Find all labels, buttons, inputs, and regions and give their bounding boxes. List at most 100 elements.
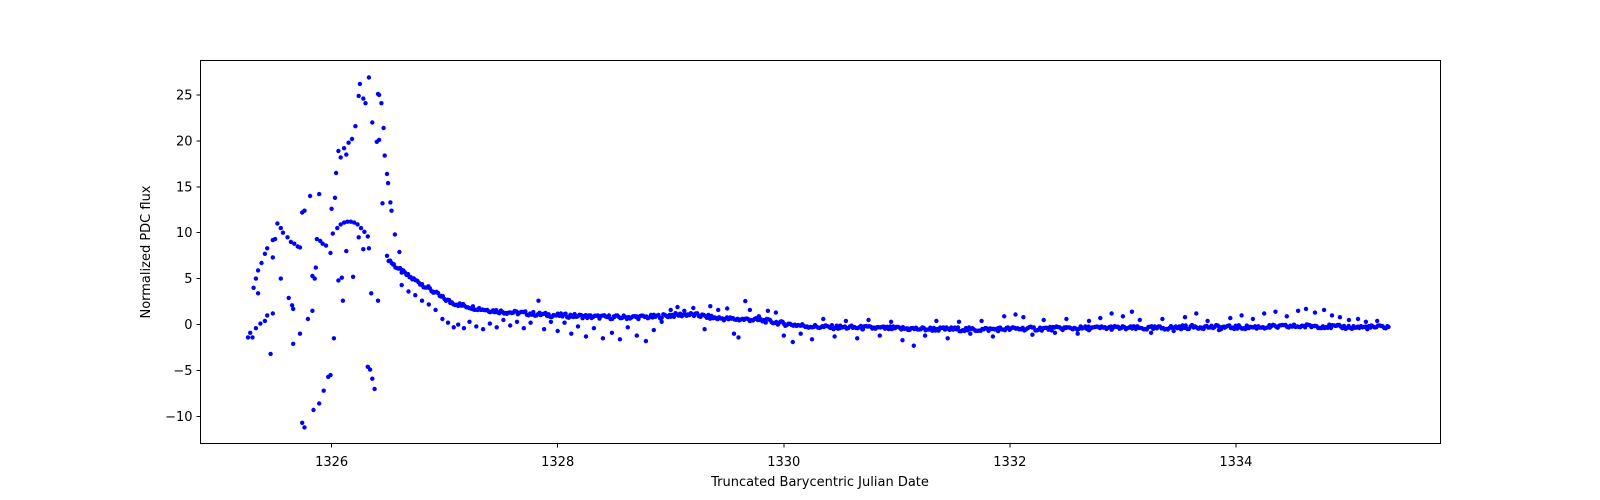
- data-point: [1129, 309, 1135, 314]
- data-point: [790, 339, 795, 345]
- data-point: [1030, 332, 1035, 337]
- data-point: [1182, 315, 1188, 320]
- data-point: [320, 241, 325, 246]
- data-point: [388, 200, 393, 205]
- y-tick-label: −10: [165, 410, 192, 425]
- data-point: [302, 208, 307, 213]
- data-point: [1021, 315, 1026, 320]
- data-point: [426, 302, 431, 307]
- scatter-points: [245, 75, 1391, 430]
- data-point: [251, 285, 256, 290]
- data-point: [314, 236, 320, 242]
- data-point: [332, 195, 338, 200]
- data-point: [262, 251, 268, 256]
- data-point: [328, 250, 333, 256]
- x-axis-ticks: 1326 1328 1330 1332 1334: [315, 443, 1252, 470]
- data-point: [1262, 311, 1267, 316]
- data-point: [357, 81, 363, 87]
- data-point: [275, 221, 280, 226]
- x-axis-label: Truncated Barycentric Julian Date: [710, 475, 929, 490]
- data-point: [380, 201, 385, 206]
- data-point: [392, 232, 398, 237]
- data-point: [1346, 317, 1352, 323]
- data-point: [311, 407, 316, 413]
- data-point: [375, 298, 381, 303]
- data-point: [370, 376, 375, 381]
- data-point: [1337, 315, 1343, 320]
- data-point: [656, 312, 661, 318]
- data-point: [716, 307, 721, 313]
- data-point: [385, 180, 391, 186]
- data-point: [355, 222, 360, 227]
- data-point: [280, 230, 286, 235]
- data-point: [389, 208, 394, 213]
- data-point: [514, 319, 520, 324]
- data-point: [362, 229, 367, 234]
- y-tick-label: 20: [176, 134, 193, 149]
- data-point: [858, 323, 864, 329]
- data-point: [866, 317, 871, 323]
- data-point: [1002, 314, 1007, 319]
- data-point: [366, 246, 372, 251]
- data-point: [979, 318, 984, 324]
- data-point: [302, 425, 307, 430]
- data-point: [317, 401, 322, 406]
- data-point: [609, 330, 615, 335]
- data-point: [270, 311, 275, 316]
- data-point: [956, 319, 962, 324]
- data-point: [397, 249, 402, 255]
- data-point: [286, 295, 291, 301]
- data-point: [307, 193, 313, 199]
- data-point: [369, 291, 374, 296]
- data-point: [1239, 313, 1244, 318]
- data-point: [1250, 316, 1256, 322]
- data-point: [344, 248, 349, 254]
- data-point: [384, 253, 390, 258]
- data-point: [253, 276, 259, 281]
- y-tick-label: −5: [173, 364, 192, 379]
- data-point: [548, 319, 554, 324]
- data-point: [348, 219, 353, 224]
- data-point: [575, 324, 581, 329]
- data-point: [523, 309, 528, 314]
- data-point: [1137, 317, 1143, 323]
- data-point: [675, 304, 680, 310]
- data-point: [1205, 318, 1210, 324]
- data-point: [606, 313, 612, 318]
- data-point: [245, 335, 251, 340]
- data-point: [268, 351, 273, 357]
- data-point: [569, 331, 574, 336]
- data-point: [381, 125, 386, 131]
- data-point: [338, 222, 343, 227]
- data-point: [451, 325, 456, 330]
- data-point: [832, 334, 837, 339]
- data-point: [292, 241, 297, 246]
- data-point: [344, 152, 349, 157]
- data-point: [272, 236, 278, 242]
- data-point: [1329, 313, 1335, 318]
- data-point: [300, 420, 305, 425]
- data-point: [855, 336, 860, 341]
- data-point: [1109, 311, 1114, 316]
- data-point: [536, 298, 541, 303]
- data-point: [399, 282, 404, 288]
- data-point: [379, 101, 384, 106]
- data-point: [262, 318, 268, 324]
- data-point: [1086, 318, 1092, 324]
- data-point: [278, 276, 283, 281]
- data-point: [341, 220, 347, 225]
- data-point: [521, 326, 526, 331]
- data-point: [313, 265, 318, 270]
- x-tick-label: 1328: [541, 455, 574, 470]
- data-point: [888, 319, 894, 324]
- data-point: [725, 306, 730, 311]
- data-point: [358, 225, 364, 231]
- data-point: [1375, 318, 1380, 324]
- data-point: [617, 337, 623, 342]
- data-point: [541, 327, 547, 332]
- data-point: [366, 75, 372, 80]
- data-point: [809, 337, 815, 342]
- data-point: [781, 333, 786, 338]
- data-point: [406, 289, 411, 294]
